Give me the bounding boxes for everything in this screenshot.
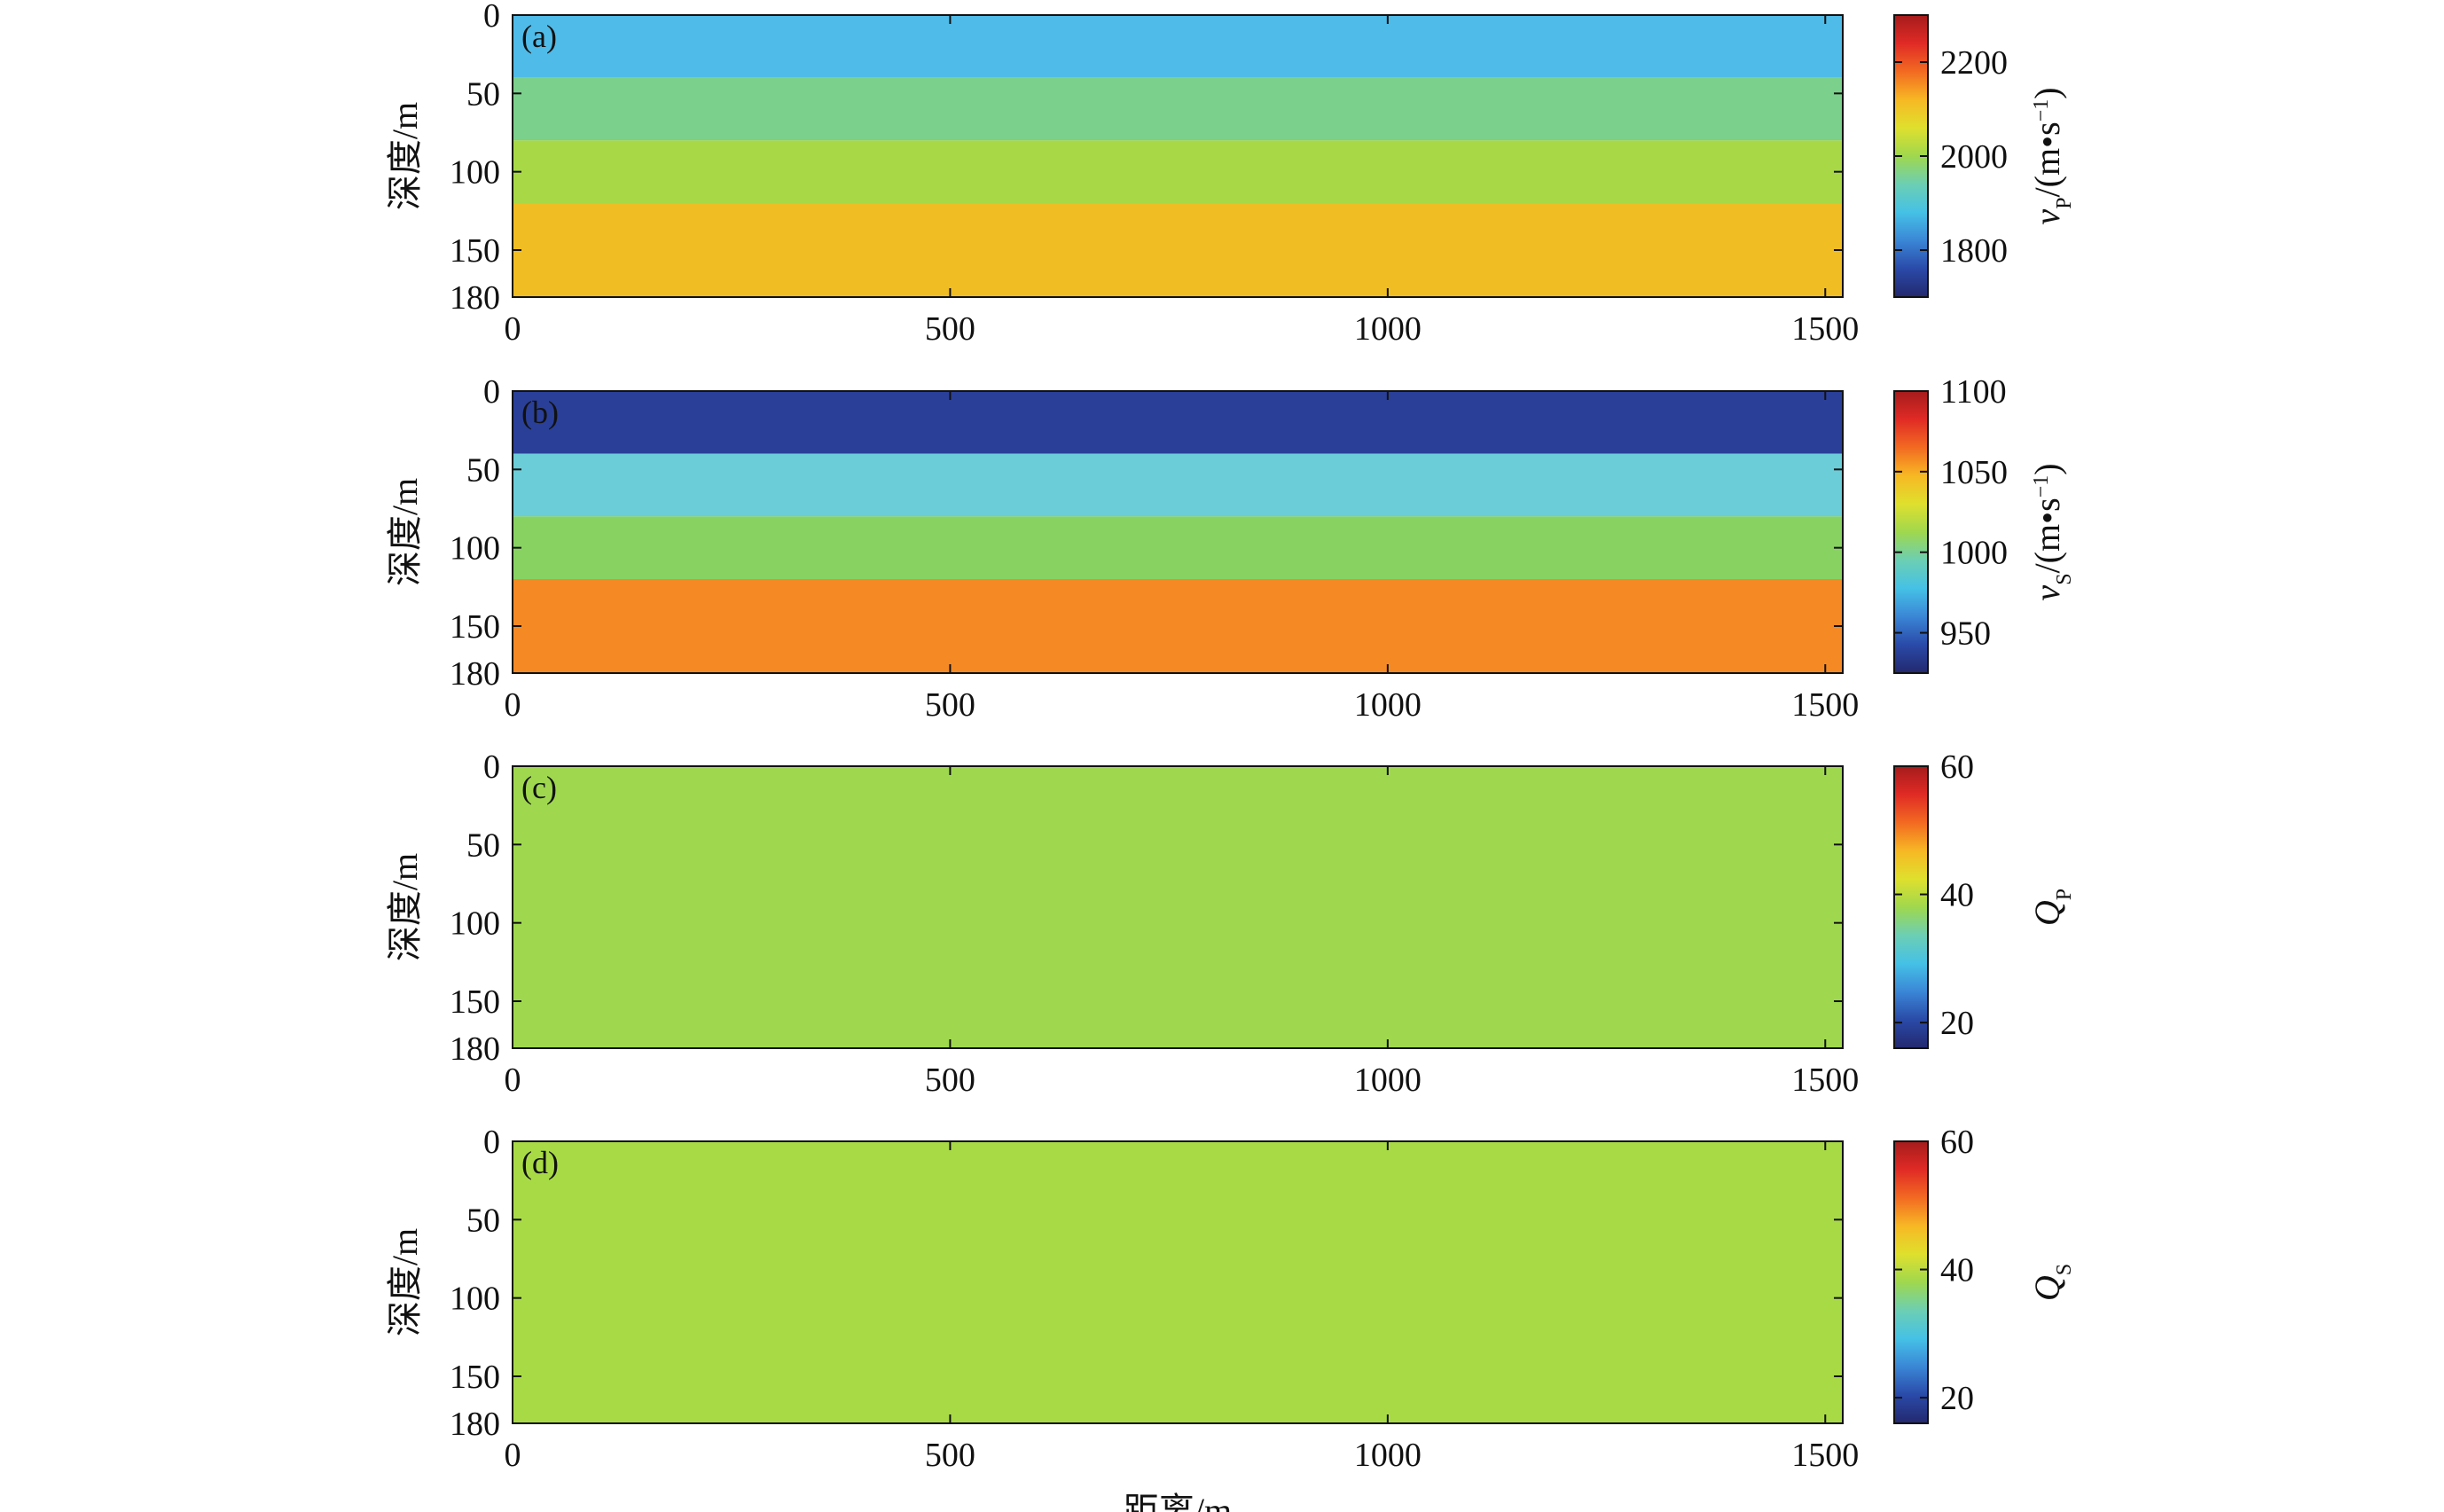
plot-frame xyxy=(512,1140,1844,1424)
colorbar-label-symbol: Q xyxy=(2027,900,2067,926)
y-tick-label: 100 xyxy=(450,530,500,568)
y-tick-label: 0 xyxy=(483,1124,500,1161)
y-tick-label: 150 xyxy=(450,232,500,270)
x-tick-label: 1000 xyxy=(1354,310,1422,348)
colorbar-label-subscript: P xyxy=(2053,889,2076,900)
colorbar-label-symbol: v xyxy=(2027,585,2067,601)
y-tick-label: 180 xyxy=(450,1030,500,1068)
x-tick-label: 1500 xyxy=(1791,686,1859,724)
x-tick-label: 1000 xyxy=(1354,1062,1422,1099)
colorbar-label-superscript: −1 xyxy=(2030,99,2053,122)
velocity-layer-4 xyxy=(513,203,1843,297)
y-tick-label: 0 xyxy=(483,373,500,411)
colorbar-label-end: ) xyxy=(2027,87,2067,98)
x-tick-label: 0 xyxy=(505,686,521,724)
x-tick-label: 1000 xyxy=(1354,686,1422,724)
colorbar-tick-label: 2000 xyxy=(1940,138,2008,176)
panel-label: (b) xyxy=(521,395,559,430)
velocity-layer-2 xyxy=(513,77,1843,141)
colorbar xyxy=(1893,1140,1929,1424)
y-tick-label: 150 xyxy=(450,608,500,646)
x-tick-label: 500 xyxy=(925,686,975,724)
colorbar-tick-label: 40 xyxy=(1940,1252,1974,1289)
colorbar-label-unit: /(m•s xyxy=(2027,121,2067,197)
y-tick-label: 50 xyxy=(466,1202,500,1239)
panel-label: (d) xyxy=(521,1145,559,1180)
velocity-layer-1 xyxy=(513,766,1843,1048)
y-axis-label: 深度/m xyxy=(385,478,425,586)
colorbar-tick-label: 60 xyxy=(1940,1124,1974,1161)
colorbar-tick-label: 950 xyxy=(1940,615,1991,653)
colorbar-tick-label: 20 xyxy=(1940,1380,1974,1417)
velocity-layer-3 xyxy=(513,516,1843,579)
plot-frame xyxy=(512,765,1844,1049)
colorbar-tick-label: 1100 xyxy=(1940,373,2007,411)
colorbar-label-superscript: −1 xyxy=(2030,475,2053,498)
colorbar-tick-label: 1000 xyxy=(1940,535,2008,572)
x-tick-label: 500 xyxy=(925,1437,975,1474)
plot-frame xyxy=(512,390,1844,674)
y-tick-label: 180 xyxy=(450,1406,500,1443)
velocity-layer-1 xyxy=(513,391,1843,454)
x-tick-label: 500 xyxy=(925,1062,975,1099)
colorbar-tick-label: 1050 xyxy=(1940,454,2008,491)
panel-a: (a) 0 500 1000 1500 0 50 100 150 180 深度/m 1800 2000 2… xyxy=(385,0,2076,348)
x-axis-label: 距离/m xyxy=(1124,1491,1232,1512)
velocity-layer-1 xyxy=(513,1141,1843,1423)
y-tick-label: 50 xyxy=(466,827,500,864)
panel-d: (d) 0 500 1000 1500 0 50 100 150 180 深度/m 距离/m 20 40 6… xyxy=(385,1124,2076,1512)
x-tick-label: 0 xyxy=(505,1062,521,1099)
x-tick-label: 0 xyxy=(505,1437,521,1474)
y-tick-label: 0 xyxy=(483,0,500,35)
y-tick-label: 180 xyxy=(450,279,500,317)
y-tick-label: 100 xyxy=(450,905,500,943)
x-tick-label: 1500 xyxy=(1791,1062,1859,1099)
y-tick-label: 150 xyxy=(450,1359,500,1396)
colorbar-label: vS/(m•s−1) xyxy=(2027,463,2076,600)
colorbar-label: QP xyxy=(2027,889,2076,926)
y-tick-label: 0 xyxy=(483,748,500,786)
colorbar-label-end: ) xyxy=(2027,463,2067,474)
velocity-layer-4 xyxy=(513,579,1843,673)
colorbar-tick-label: 20 xyxy=(1940,1005,1974,1042)
colorbar-tick-label: 60 xyxy=(1940,748,1974,786)
y-axis-label: 深度/m xyxy=(385,102,425,210)
colorbar-label-subscript: P xyxy=(2053,197,2076,208)
x-tick-label: 0 xyxy=(505,310,521,348)
x-tick-label: 1500 xyxy=(1791,310,1859,348)
colorbar-tick-label: 2200 xyxy=(1940,44,2008,82)
x-tick-label: 500 xyxy=(925,310,975,348)
colorbar-tick-label: 40 xyxy=(1940,877,1974,914)
colorbar-label-symbol: Q xyxy=(2027,1275,2067,1301)
panel-b: (b) 0 500 1000 1500 0 50 100 150 180 深度/m 950 1000 10… xyxy=(385,373,2076,724)
panel-c: (c) 0 500 1000 1500 0 50 100 150 180 深度/m 20 40 60 QP xyxy=(385,748,2076,1099)
y-tick-label: 100 xyxy=(450,154,500,192)
y-axis-label: 深度/m xyxy=(385,853,425,961)
velocity-layer-1 xyxy=(513,15,1843,78)
velocity-layer-3 xyxy=(513,140,1843,203)
colorbar-tick-label: 1800 xyxy=(1940,232,2008,270)
colorbar xyxy=(1893,765,1929,1049)
colorbar-label-subscript: S xyxy=(2053,573,2076,584)
x-tick-label: 1500 xyxy=(1791,1437,1859,1474)
x-tick-label: 1000 xyxy=(1354,1437,1422,1474)
colorbar xyxy=(1893,390,1929,674)
velocity-layer-2 xyxy=(513,453,1843,517)
y-axis-label: 深度/m xyxy=(385,1228,425,1336)
y-tick-label: 100 xyxy=(450,1281,500,1318)
colorbar-label-unit: /(m•s xyxy=(2027,497,2067,573)
panel-label: (a) xyxy=(521,19,557,54)
y-tick-label: 180 xyxy=(450,655,500,693)
plot-frame xyxy=(512,14,1844,298)
colorbar-label: vP/(m•s−1) xyxy=(2027,87,2076,224)
colorbar-label-symbol: v xyxy=(2027,209,2067,225)
colorbar-label: QS xyxy=(2027,1264,2076,1301)
y-tick-label: 50 xyxy=(466,75,500,113)
y-tick-label: 50 xyxy=(466,451,500,489)
panel-label: (c) xyxy=(521,770,557,805)
colorbar-label-subscript: S xyxy=(2053,1264,2076,1275)
y-tick-label: 150 xyxy=(450,983,500,1021)
